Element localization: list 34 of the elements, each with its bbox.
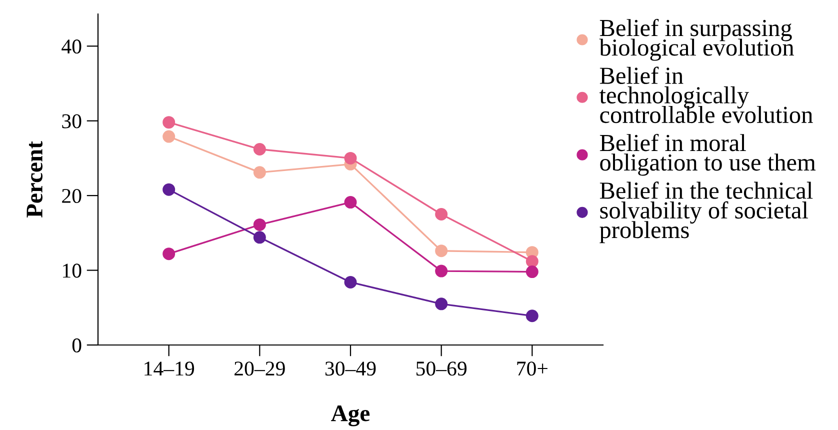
- y-tick-label: 10: [63, 264, 82, 278]
- point: [253, 166, 266, 179]
- y-tick-label: 40: [62, 40, 82, 54]
- x-tick-label: 70+: [517, 362, 548, 376]
- y-tick-label: 30: [62, 114, 82, 128]
- x-tick-label: 50–69: [416, 362, 467, 376]
- point: [253, 142, 266, 156]
- legend-label: Belief in surpassing biological evolution: [599, 18, 794, 61]
- legend-label: Belief in technologically controllable evolution: [599, 66, 813, 124]
- point: [526, 310, 538, 322]
- x-tick-label: 20–29: [234, 362, 285, 376]
- y-axis-title: Percent: [26, 141, 43, 218]
- point: [253, 231, 266, 244]
- legend-label: Belief in the technical solvability of societal problems: [600, 182, 813, 244]
- point: [435, 244, 448, 258]
- point: [162, 248, 176, 260]
- legend-label: Belief in moral obligation to use them: [600, 134, 816, 176]
- point: [435, 298, 448, 310]
- x-tick-label: 14–19: [144, 362, 194, 376]
- point: [253, 218, 266, 231]
- point: [344, 276, 357, 288]
- point: [435, 208, 448, 220]
- point: [526, 266, 538, 278]
- point: [162, 116, 176, 129]
- x-tick-label: 30–49: [325, 362, 376, 376]
- y-tick-label: 20: [62, 188, 82, 203]
- y-tick-label: 0: [72, 338, 82, 352]
- point: [344, 152, 357, 164]
- x-axis-title: Age: [331, 405, 370, 426]
- point: [435, 264, 448, 278]
- point: [344, 196, 357, 209]
- point: [162, 183, 176, 196]
- point: [526, 255, 538, 268]
- point: [162, 130, 176, 143]
